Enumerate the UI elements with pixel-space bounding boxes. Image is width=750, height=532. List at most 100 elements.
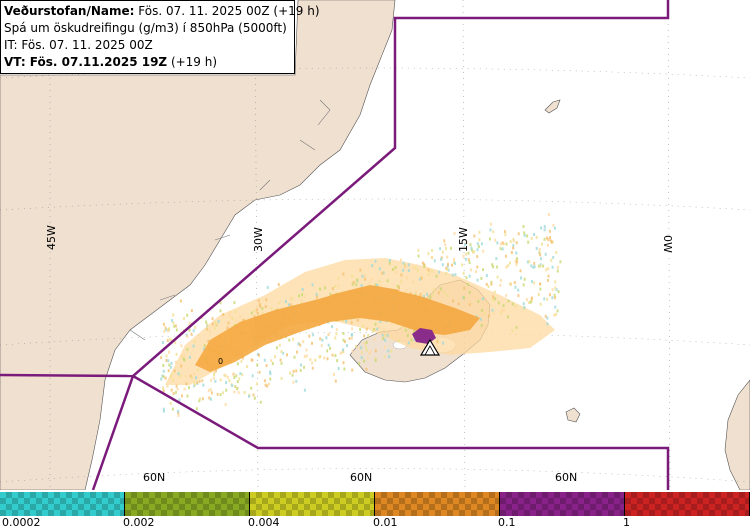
ash-speckle xyxy=(165,359,168,362)
ash-speckle xyxy=(402,268,405,272)
ash-speckle xyxy=(201,397,204,401)
ash-speckle xyxy=(232,372,235,376)
ash-speckle xyxy=(533,265,536,269)
ash-speckle xyxy=(527,240,530,244)
ash-speckle xyxy=(544,252,547,256)
ash-speckle xyxy=(480,323,483,327)
ash-speckle xyxy=(226,375,229,379)
ash-speckle xyxy=(512,246,515,250)
ash-speckle xyxy=(223,373,226,377)
ash-speckle xyxy=(374,322,377,326)
ash-speckle xyxy=(282,351,285,355)
ash-speckle xyxy=(292,380,295,384)
ash-plume-light xyxy=(165,258,555,385)
ash-speckle xyxy=(494,297,497,301)
ash-speckle xyxy=(449,291,452,295)
ash-speckle xyxy=(183,358,186,362)
ash-speckle xyxy=(248,394,250,398)
ash-speckle xyxy=(224,403,227,407)
ash-speckle xyxy=(405,276,408,280)
ash-speckle xyxy=(494,238,497,242)
ash-speckle xyxy=(386,279,389,283)
ash-speckle xyxy=(198,397,201,401)
ash-speckle xyxy=(485,274,488,278)
ash-speckle xyxy=(476,255,479,259)
ash-speckle xyxy=(432,292,435,296)
ash-speckle xyxy=(253,309,256,313)
ash-speckle xyxy=(416,269,419,273)
ash-speckle xyxy=(212,376,215,380)
ash-speckle xyxy=(553,293,556,297)
ash-speckle xyxy=(433,259,436,263)
ash-speckle xyxy=(464,242,467,246)
ash-speckle xyxy=(170,372,173,376)
ash-speckle xyxy=(515,241,518,245)
ash-speckle xyxy=(336,359,339,363)
ash-speckle xyxy=(225,388,228,392)
ash-speckle xyxy=(480,276,483,280)
ash-speckle xyxy=(235,374,238,378)
ash-speckle xyxy=(300,301,303,305)
ash-speckle xyxy=(231,316,234,320)
ash-speckle xyxy=(210,391,213,395)
ash-speckle xyxy=(222,391,224,395)
ash-speckle xyxy=(555,288,558,292)
info-name-label: Veðurstofan/Name: xyxy=(4,4,135,18)
ash-speckle xyxy=(539,287,542,291)
ash-speckle xyxy=(489,228,492,232)
ash-speckle xyxy=(528,301,531,304)
ash-speckle xyxy=(291,373,294,377)
ash-speckle xyxy=(343,367,346,371)
ash-speckle xyxy=(213,371,216,375)
ash-speckle xyxy=(549,236,551,239)
ash-speckle xyxy=(492,265,495,269)
ash-speckle xyxy=(526,260,529,264)
ash-speckle xyxy=(352,280,355,284)
ash-speckle xyxy=(162,322,165,326)
ash-speckle xyxy=(265,364,268,368)
ash-speckle xyxy=(205,320,208,324)
ash-speckle xyxy=(169,337,172,341)
ash-speckle xyxy=(331,287,334,291)
info-description: Spá um öskudreifingu (g/m3) í 850hPa (50… xyxy=(4,21,287,35)
ash-speckle xyxy=(342,338,345,342)
ash-speckle xyxy=(351,327,354,331)
ash-speckle xyxy=(543,228,546,232)
ash-speckle xyxy=(530,236,533,240)
ash-speckle xyxy=(519,269,522,273)
ash-speckle xyxy=(413,329,415,333)
ash-speckle xyxy=(480,313,483,317)
ash-speckle xyxy=(355,283,358,287)
ash-speckle xyxy=(241,373,244,377)
ash-speckle xyxy=(297,342,300,346)
ash-speckle xyxy=(383,355,386,359)
ash-speckle xyxy=(543,237,546,241)
ash-speckle xyxy=(289,371,291,375)
ash-speckle xyxy=(426,292,429,296)
ash-speckle xyxy=(425,267,428,271)
ash-speckle xyxy=(476,248,479,252)
ash-speckle xyxy=(253,315,256,318)
ash-speckle xyxy=(256,311,259,315)
ash-speckle xyxy=(302,340,305,344)
ash-speckle xyxy=(190,309,193,313)
ash-speckle xyxy=(189,374,192,378)
ash-speckle xyxy=(557,265,559,269)
ash-speckle xyxy=(162,375,165,379)
ash-speckle xyxy=(365,340,368,344)
ash-speckle xyxy=(517,288,520,292)
ash-speckle xyxy=(531,296,533,300)
ash-speckle xyxy=(439,247,442,251)
ash-speckle xyxy=(326,357,329,361)
ash-speckle xyxy=(515,325,518,329)
ash-speckle xyxy=(453,257,456,261)
ash-speckle xyxy=(172,313,175,317)
ash-speckle xyxy=(165,328,168,332)
ash-speckle xyxy=(417,248,420,252)
ash-speckle xyxy=(236,387,239,391)
ash-speckle xyxy=(326,349,329,353)
ash-speckle xyxy=(551,288,554,292)
ash-speckle xyxy=(239,315,242,319)
ash-speckle xyxy=(406,334,409,337)
greenland-fjords xyxy=(129,99,331,341)
